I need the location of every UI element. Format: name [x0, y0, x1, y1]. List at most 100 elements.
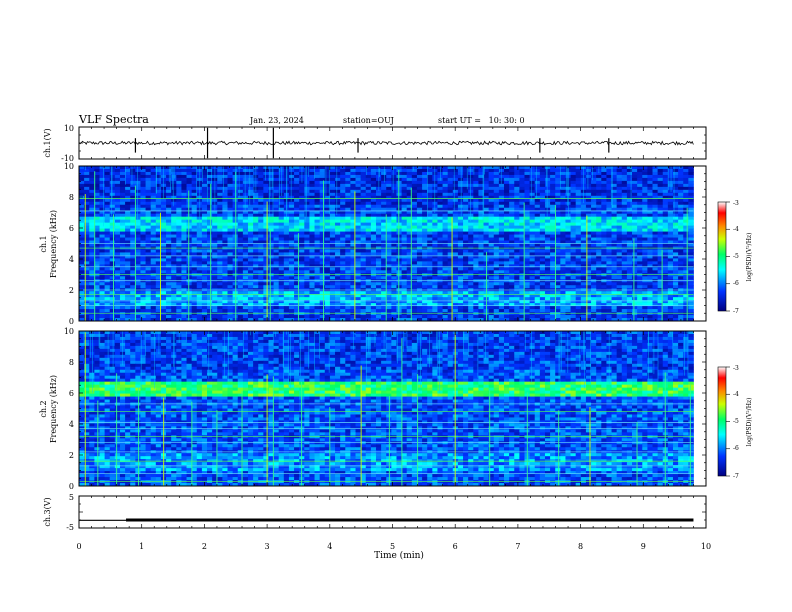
spectrogram-cell — [560, 252, 566, 256]
spectrogram-cell — [119, 174, 126, 179]
spectrogram-cell — [247, 174, 254, 179]
spectrogram-cell — [457, 234, 464, 238]
spectrogram-cell — [345, 171, 351, 176]
spectrogram-cell — [247, 177, 254, 182]
spectrogram-cell — [442, 252, 449, 256]
spectrogram-cell — [442, 234, 449, 238]
spectrogram-cell — [319, 213, 326, 218]
spectrogram-cell — [304, 285, 310, 289]
spectrogram-cell — [529, 168, 536, 173]
spectrogram-cell — [355, 261, 362, 265]
spectrogram-cell — [391, 195, 397, 200]
spectrogram-cell — [335, 171, 341, 176]
spectrogram-cell — [335, 243, 341, 247]
spectrogram-cell — [585, 180, 592, 185]
spectrogram-cell — [442, 210, 449, 215]
spectrogram-cell — [632, 201, 638, 206]
spectrogram-cell — [84, 204, 90, 209]
spectrogram-cell — [89, 243, 95, 247]
spectrogram-cell — [606, 237, 612, 241]
spectrogram-cell — [626, 258, 633, 262]
spectrogram-cell — [570, 222, 577, 227]
spectrogram-cell — [84, 177, 90, 182]
spectrogram-cell — [242, 276, 249, 280]
spectrogram-cell — [591, 282, 597, 286]
spectrogram-cell — [145, 234, 152, 238]
spectrogram-cell — [662, 180, 669, 185]
spectrogram-cell — [273, 270, 280, 274]
spectrogram-cell — [217, 273, 223, 277]
spectrogram-cell — [288, 204, 295, 209]
spectrogram-cell — [416, 195, 423, 200]
spectrogram-cell — [657, 180, 664, 185]
spectrogram-cell — [237, 222, 244, 227]
spectrogram-cell — [509, 222, 515, 227]
spectrogram-cell — [422, 240, 428, 244]
spectrogram-cell — [207, 249, 213, 253]
spectrogram-cell — [370, 231, 377, 235]
spectrogram-cell — [324, 243, 331, 247]
spectrogram-cell — [319, 255, 326, 259]
spectrogram-cell — [432, 261, 438, 265]
spectrogram-cell — [427, 231, 433, 235]
spectrogram-cell — [667, 255, 674, 259]
spectrogram-cell — [94, 264, 100, 268]
spectrogram-cell — [355, 183, 362, 188]
spectrogram-cell — [683, 183, 689, 188]
spectrogram-cell — [509, 225, 515, 229]
spectrogram-cell — [452, 273, 459, 277]
spectrogram-cell — [662, 264, 669, 268]
spectrogram-cell — [324, 201, 331, 206]
spectrogram-cell — [84, 249, 90, 253]
spectrogram-cell — [166, 261, 172, 265]
spectrogram-cell — [329, 168, 336, 173]
spectrogram-cell — [345, 174, 351, 179]
spectrogram-cell — [580, 252, 587, 256]
spectrogram-cell — [324, 189, 331, 194]
spectrogram-cell — [550, 285, 556, 289]
spectrogram-cell — [345, 237, 351, 241]
spectrogram-cell — [253, 210, 259, 215]
spectrogram-cell — [191, 273, 198, 277]
spectrogram-cell — [222, 234, 228, 238]
spectrogram-cell — [493, 240, 500, 244]
spectrogram-cell — [662, 237, 669, 241]
spectrogram-cell — [89, 231, 95, 235]
spectrogram-cell — [171, 285, 177, 289]
spectrogram-cell — [442, 282, 449, 286]
spectrogram-cell — [432, 213, 438, 218]
spectrogram-cell — [201, 189, 208, 194]
spectrogram-cell — [411, 228, 418, 232]
spectrogram-cell — [488, 282, 495, 286]
spectrogram-cell — [457, 252, 464, 256]
spectrogram-cell — [375, 213, 382, 218]
spectrogram-cell — [196, 270, 203, 274]
spectrogram-cell — [89, 216, 95, 221]
spectrogram-cell — [104, 204, 111, 209]
spectrogram-cell — [258, 186, 264, 191]
spectrogram-cell — [155, 216, 162, 221]
spectrogram-cell — [478, 261, 484, 265]
spectrogram-cell — [662, 252, 669, 256]
spectrogram-cell — [570, 267, 577, 271]
spectrogram-cell — [519, 186, 525, 191]
spectrogram-cell — [114, 273, 121, 277]
spectrogram-cell — [79, 249, 85, 253]
spectrogram-cell — [626, 270, 633, 274]
spectrogram-cell — [207, 222, 213, 227]
spectrogram-cell — [570, 198, 577, 203]
spectrogram-cell — [580, 276, 587, 280]
spectrogram-cell — [601, 267, 607, 271]
spectrogram-cell — [355, 255, 362, 259]
spectrogram-cell — [524, 243, 530, 247]
spectrogram-cell — [550, 204, 556, 209]
spectrogram-cell — [488, 267, 495, 271]
spectrogram-cell — [324, 267, 331, 271]
spectrogram-cell — [416, 261, 423, 265]
spectrogram-cell — [621, 252, 628, 256]
spectrogram-cell — [355, 166, 362, 170]
spectrogram-cell — [652, 180, 659, 185]
spectrogram-cell — [324, 225, 331, 229]
spectrogram-cell — [150, 213, 157, 218]
spectrogram-cell — [452, 222, 459, 227]
